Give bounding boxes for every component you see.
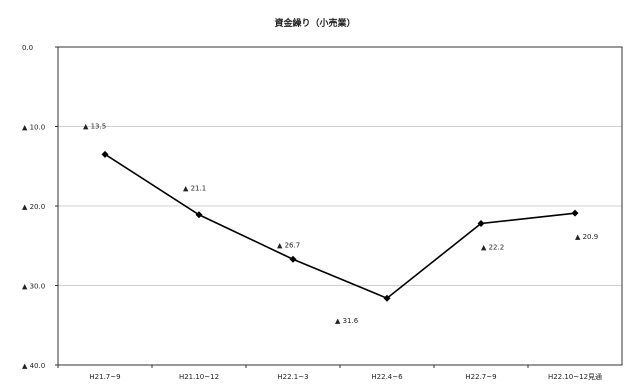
- grid-layer: [58, 126, 622, 286]
- data-label: ▲ 26.7: [277, 241, 300, 249]
- series-line: [104, 153, 576, 300]
- data-point-marker: [477, 219, 485, 227]
- axis-layer: 0.0 ▲ 10.0 ▲ 20.0 ▲ 30.0 ▲ 40.0 H21.7~9 H21.10…: [22, 44, 602, 381]
- x-tick-label: H21.10~12: [179, 373, 219, 381]
- data-point-marker: [383, 294, 391, 302]
- chart-title: 資金繰り（小売業）: [274, 19, 356, 29]
- series-layer: [101, 150, 579, 302]
- data-label: ▲ 20.9: [575, 233, 598, 241]
- y-tick-label: ▲ 40.0: [22, 362, 45, 370]
- x-tick-label: H22.7~9: [465, 373, 496, 381]
- x-tick-label: H22.4~6: [371, 373, 403, 381]
- data-label: ▲ 21.1: [183, 185, 206, 193]
- data-point-marker: [195, 211, 203, 219]
- data-label-layer: ▲ 13.5 ▲ 21.1 ▲ 26.7 ▲ 31.6 ▲ 22.2 ▲ 20.9: [83, 122, 598, 325]
- x-tick-label: H22.10~12見通: [548, 372, 602, 381]
- y-tick-label: ▲ 20.0: [22, 203, 45, 211]
- data-point-marker: [101, 150, 109, 158]
- x-tick-label: H21.7~9: [89, 373, 120, 381]
- data-point-marker: [289, 255, 297, 263]
- x-tick-label: H22.1~3: [277, 373, 308, 381]
- data-label: ▲ 22.2: [481, 243, 504, 251]
- data-label: ▲ 13.5: [83, 122, 106, 130]
- y-tick-label: ▲ 30.0: [22, 283, 45, 291]
- y-tick-label: 0.0: [22, 44, 33, 52]
- y-tick-label: ▲ 10.0: [22, 124, 45, 132]
- data-point-marker: [571, 209, 579, 217]
- data-label: ▲ 31.6: [335, 317, 359, 325]
